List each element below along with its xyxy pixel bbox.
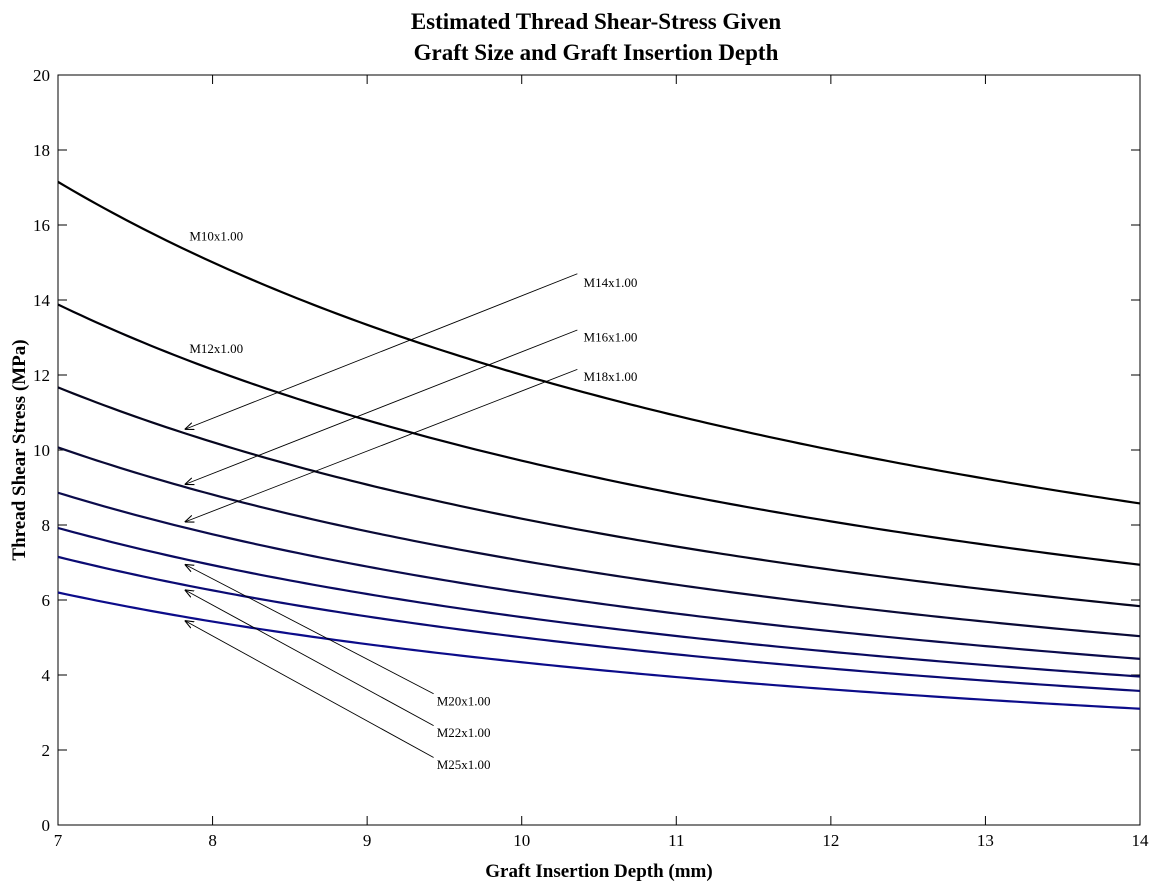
x-tick-label: 13 [977,831,994,850]
series-line-m12x1.00 [57,303,1141,566]
annotation-label: M18x1.00 [584,369,638,384]
x-tick-label: 11 [668,831,684,850]
series-line-m10x1.00 [57,180,1141,505]
annotation-label: M25x1.00 [437,757,491,772]
x-tick-label: 14 [1132,831,1150,850]
y-tick-label: 2 [42,741,51,760]
series-line-m20x1.00 [57,526,1141,678]
series-line-m16x1.00 [57,446,1141,638]
y-tick-label: 18 [33,141,50,160]
plot-area-frame [57,74,1141,826]
x-tick-label: 9 [363,831,372,850]
series-lines [57,180,1141,710]
y-tick-label: 0 [42,816,51,835]
y-tick-label: 10 [33,441,50,460]
annotation-arrow [185,329,578,485]
y-axis-ticks: 0 2 4 6 8 10 12 14 16 18 20 [33,66,1140,835]
y-tick-label: 8 [42,516,51,535]
x-tick-label: 10 [513,831,530,850]
x-axis-label: Graft Insertion Depth (mm) [485,861,712,882]
annotation-label: M16x1.00 [584,330,638,345]
annotation-arrow [185,273,578,430]
y-tick-label: 20 [33,66,50,85]
x-tick-label: 12 [822,831,839,850]
annotation-arrow [185,621,434,758]
y-tick-label: 6 [42,591,51,610]
series-line-m18x1.00 [57,491,1141,660]
annotation-arrow [185,564,434,695]
series-line-m25x1.00 [57,591,1141,710]
x-tick-label: 8 [208,831,217,850]
annotation-label: M10x1.00 [189,228,243,243]
y-tick-label: 4 [42,666,51,685]
chart-title-line-1: Estimated Thread Shear-Stress Given [411,9,782,34]
x-axis-ticks: 7 8 9 10 11 12 13 14 [54,75,1149,850]
annotation-label: M20x1.00 [437,693,491,708]
series-line-m22x1.00 [57,555,1141,693]
y-tick-label: 16 [33,216,50,235]
annotation-arrow [185,368,578,522]
annotation-label: M12x1.00 [189,341,243,356]
x-tick-label: 7 [54,831,63,850]
annotation-arrow [185,590,434,727]
y-tick-label: 12 [33,366,50,385]
y-tick-label: 14 [33,291,51,310]
y-axis-label: Thread Shear Stress (MPa) [9,339,30,560]
chart-title-line-2: Graft Size and Graft Insertion Depth [414,40,779,65]
series-line-m14x1.00 [57,386,1141,608]
curve-annotations: M10x1.00 M12x1.00 M14x1.00 M16x1.00 M18x1.00… [185,228,638,772]
annotation-label: M14x1.00 [584,275,638,290]
annotation-label: M22x1.00 [437,725,491,740]
